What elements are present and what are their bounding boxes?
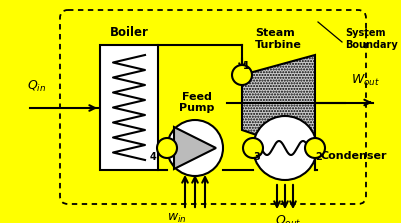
Text: $w_{in}$: $w_{in}$: [166, 212, 186, 223]
Circle shape: [252, 116, 316, 180]
Text: Condenser: Condenser: [320, 151, 387, 161]
Text: Boundary: Boundary: [344, 40, 397, 50]
Text: Feed: Feed: [182, 92, 211, 102]
Text: $W_{out}$: $W_{out}$: [350, 73, 379, 89]
Polygon shape: [241, 55, 314, 155]
Text: Boiler: Boiler: [109, 26, 148, 39]
Text: Turbine: Turbine: [254, 40, 301, 50]
Polygon shape: [174, 127, 215, 169]
Circle shape: [166, 120, 223, 176]
Text: 4: 4: [149, 152, 156, 162]
Circle shape: [304, 138, 324, 158]
Circle shape: [242, 138, 262, 158]
Text: 2: 2: [315, 152, 322, 162]
Text: $Q_{out}$: $Q_{out}$: [274, 214, 301, 223]
Circle shape: [231, 65, 251, 85]
Bar: [100, 45, 158, 170]
Text: $Q_{in}$: $Q_{in}$: [27, 79, 46, 94]
Text: Steam: Steam: [254, 28, 294, 38]
Text: 3: 3: [253, 152, 260, 162]
Text: Pump: Pump: [179, 103, 214, 113]
Text: 1: 1: [242, 61, 249, 71]
Text: System: System: [344, 28, 385, 38]
Circle shape: [157, 138, 176, 158]
